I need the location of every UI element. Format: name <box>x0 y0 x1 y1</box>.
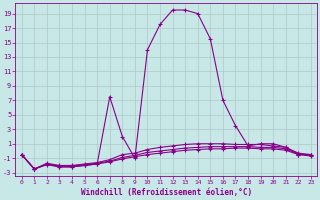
X-axis label: Windchill (Refroidissement éolien,°C): Windchill (Refroidissement éolien,°C) <box>81 188 252 197</box>
